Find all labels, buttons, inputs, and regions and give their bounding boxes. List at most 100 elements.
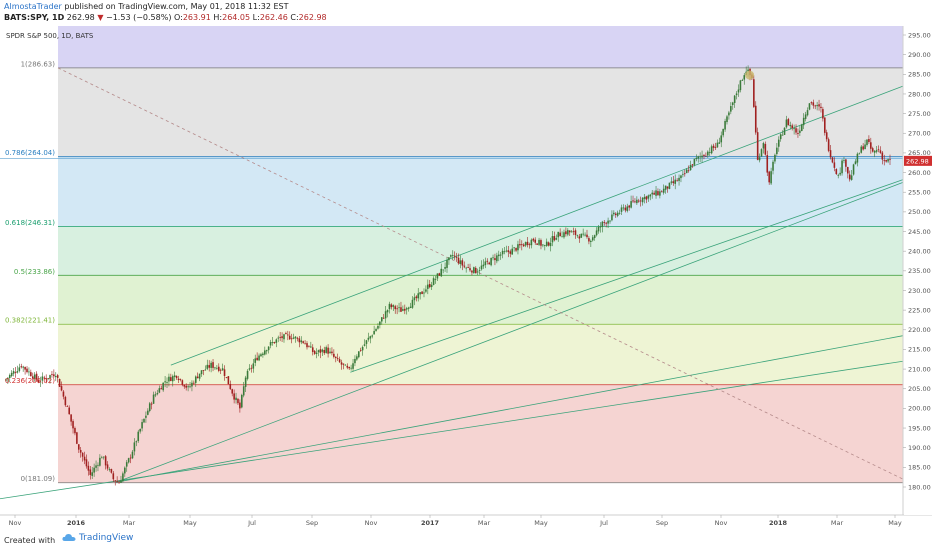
candle-body [206,364,209,369]
candle-body [348,366,350,369]
candle-body [262,353,264,356]
candle-body [657,191,659,196]
candle-body [281,336,283,339]
candle-body [574,230,577,236]
candle-body [77,444,80,450]
candle-body [425,289,427,292]
candle-body [41,376,44,381]
candle-body [628,205,630,208]
candle-body [476,271,479,273]
candle-body [168,376,170,382]
candle-body [814,105,817,107]
candle-body [254,358,257,363]
candle-body [56,375,59,378]
candle-body [542,244,544,246]
candle-body [91,472,94,476]
candle-body [864,144,866,150]
price-tick-label: 290.00 [908,51,931,59]
candle-body [208,365,210,368]
candle-body [494,258,496,261]
price-tick-label: 190.00 [908,444,931,452]
candle-body [104,456,107,466]
candle-body [843,159,845,161]
candle-body [344,364,347,366]
candle-body [710,146,713,154]
candle-body [235,397,237,401]
candle-body [95,465,97,468]
price-tick-label: 280.00 [908,90,931,98]
candle-body [530,239,533,246]
tradingview-brand[interactable]: TradingView [62,533,133,543]
close-value: 262.98 [298,13,327,22]
candle-body [114,480,117,482]
time-axis[interactable]: Nov 2016 Mar May Jul Sep Nov 2017 Mar May Jul Sep No… [9,515,902,527]
price-axis[interactable]: 180.00 185.00 190.00 195.00 200.00 205.00 210.… [903,26,932,515]
candle-body [12,371,15,374]
candle-body [231,389,234,394]
candle-body [400,307,402,312]
price-axis-bg [904,26,932,515]
candle-body [214,367,216,369]
candle-body [528,244,531,246]
candle-body [8,375,11,378]
candle-body [802,117,805,126]
candle-body [129,457,132,459]
candle-body [402,309,404,311]
candle-body [720,135,723,143]
candle-body [580,233,583,238]
candle-body [473,267,475,274]
price-tick-label: 200.00 [908,405,931,413]
candle-body [837,174,840,176]
price-tick-label: 180.00 [908,483,931,491]
candle-body [325,347,327,353]
candle-body [705,155,707,157]
candle-body [735,93,738,96]
candle-body [885,159,887,162]
candle-body [97,464,99,466]
candle-body [632,200,634,202]
candle-body [726,116,728,123]
candle-body [7,377,9,380]
top-marker [745,70,755,80]
candle-body [306,343,308,348]
candle-body [639,200,642,202]
candle-body [141,422,143,429]
candle-body [58,378,61,387]
candles [5,65,891,486]
chart-title: SPDR S&P 500, 1D, BATS [6,32,94,40]
last-price: 262.98 [66,13,95,22]
candle-body [517,244,519,251]
high-value: 264.05 [222,13,251,22]
price-tick-label: 225.00 [908,306,931,314]
candle-body [808,103,811,110]
candle-body [687,170,690,172]
candle-body [72,421,74,429]
price-chart[interactable]: 1(286.63) 0.786(264.04) 0.618(246.31) 0.5(2… [0,26,932,530]
candle-body [478,270,481,271]
candle-body [336,358,339,360]
candle-body [870,142,872,149]
candle-body [881,152,884,160]
candle-body [776,147,778,155]
candle-body [102,456,105,458]
candle-body [275,339,278,343]
candle-body [643,196,646,199]
price-tick-label: 195.00 [908,424,931,432]
candle-body [856,153,859,163]
author-link[interactable]: AlmostaTrader [4,2,62,11]
candle-body [302,341,304,343]
candle-body [448,257,450,261]
candle-body [800,124,803,131]
candle-body [106,464,109,469]
candle-body [567,230,569,235]
candle-body [682,173,684,175]
candle-body [676,180,678,182]
candle-body [795,128,797,133]
support-line [116,182,904,483]
candle-body [139,428,141,432]
candle-body [716,142,719,148]
candle-body [766,155,769,173]
candle-body [739,80,742,91]
candle-body [833,162,836,168]
candle-body [482,264,485,267]
